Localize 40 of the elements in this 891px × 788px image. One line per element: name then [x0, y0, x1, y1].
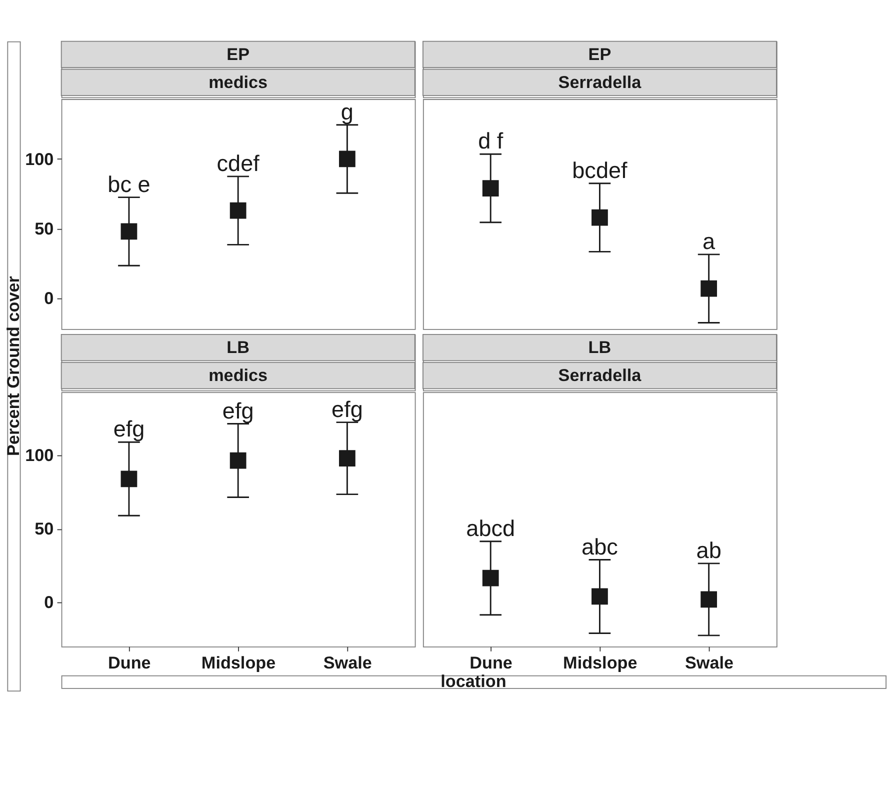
chart-title: LB — [588, 336, 612, 357]
chart-subtitle: Serradella — [558, 72, 642, 92]
point — [120, 223, 138, 240]
annotation: efg — [113, 416, 145, 442]
x-tick-label: Dune — [108, 652, 151, 673]
annotation: g — [340, 99, 354, 124]
y-tick-label: 100 — [25, 445, 54, 466]
x-axis-title: location — [440, 671, 506, 692]
point — [230, 452, 246, 469]
x-tick-label: Midslope — [563, 652, 638, 673]
x-tick-label: Swale — [323, 652, 372, 673]
annotation: efg — [222, 398, 254, 424]
annotation: d f — [478, 128, 504, 154]
chart-subtitle: Serradella — [558, 364, 642, 385]
x-tick-label: Swale — [684, 652, 734, 673]
annotation: bcdef — [572, 158, 628, 183]
y-tick-label: 0 — [44, 592, 54, 612]
annotation: abc — [582, 534, 618, 560]
x-tick-label: Dune — [470, 652, 512, 673]
chart-subtitle: medics — [208, 364, 268, 385]
y-axis-title: Percent Ground cover — [2, 276, 23, 456]
chart-title: EP — [588, 44, 612, 64]
y-tick-label: 50 — [34, 218, 54, 239]
point — [339, 450, 356, 466]
point — [339, 150, 356, 168]
x-tick-label: Midslope — [201, 652, 276, 673]
chart-title: EP — [226, 44, 250, 64]
y-tick-label: 0 — [44, 288, 54, 308]
annotation: a — [702, 229, 716, 254]
annotation: ab — [696, 538, 722, 563]
point — [230, 202, 246, 219]
point — [120, 470, 138, 488]
annotation: abcd — [466, 516, 516, 541]
annotation: bc e — [108, 172, 150, 197]
y-tick-label: 100 — [25, 148, 54, 169]
chart-subtitle: medics — [208, 72, 268, 92]
annotation: cdef — [216, 151, 260, 176]
chart-title: LB — [226, 336, 250, 357]
annotation: efg — [332, 396, 363, 422]
y-tick-label: 50 — [34, 518, 54, 539]
